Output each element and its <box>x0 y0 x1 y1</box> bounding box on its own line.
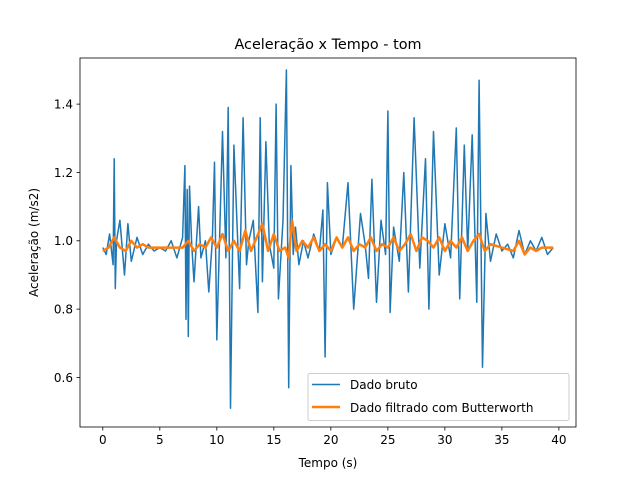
y-tick-label: 1.4 <box>54 97 73 111</box>
x-axis-label: Tempo (s) <box>298 456 358 470</box>
series-line-filtered <box>102 219 554 260</box>
y-tick-label: 1.2 <box>54 166 73 180</box>
x-axis-ticks: 0 5 10 15 20 25 30 35 40 <box>99 427 567 447</box>
x-tick-label: 10 <box>209 433 224 447</box>
chart-title: Aceleração x Tempo - tom <box>234 37 421 53</box>
y-tick-label: 0.6 <box>54 371 73 385</box>
x-tick-label: 40 <box>551 433 566 447</box>
legend-label-raw: Dado bruto <box>350 378 418 392</box>
y-axis-label: Aceleração (m/s2) <box>27 188 41 297</box>
axes-frame <box>79 57 577 428</box>
x-tick-label: 5 <box>156 433 164 447</box>
legend: Dado bruto Dado filtrado com Butterworth <box>307 373 570 421</box>
x-tick-label: 0 <box>99 433 107 447</box>
y-tick-label: 0.8 <box>54 302 73 316</box>
x-tick-label: 25 <box>380 433 395 447</box>
x-tick-label: 15 <box>266 433 281 447</box>
legend-box <box>307 373 570 421</box>
x-tick-label: 30 <box>437 433 452 447</box>
series-line-raw <box>102 69 554 409</box>
x-tick-label: 35 <box>494 433 509 447</box>
plot-area <box>80 58 576 427</box>
y-tick-label: 1.0 <box>54 234 73 248</box>
series-layer <box>102 69 554 409</box>
x-tick-label: 20 <box>323 433 338 447</box>
y-axis-ticks: 0.6 0.8 1.0 1.2 1.4 <box>54 97 80 385</box>
legend-label-filtered: Dado filtrado com Butterworth <box>350 401 533 415</box>
